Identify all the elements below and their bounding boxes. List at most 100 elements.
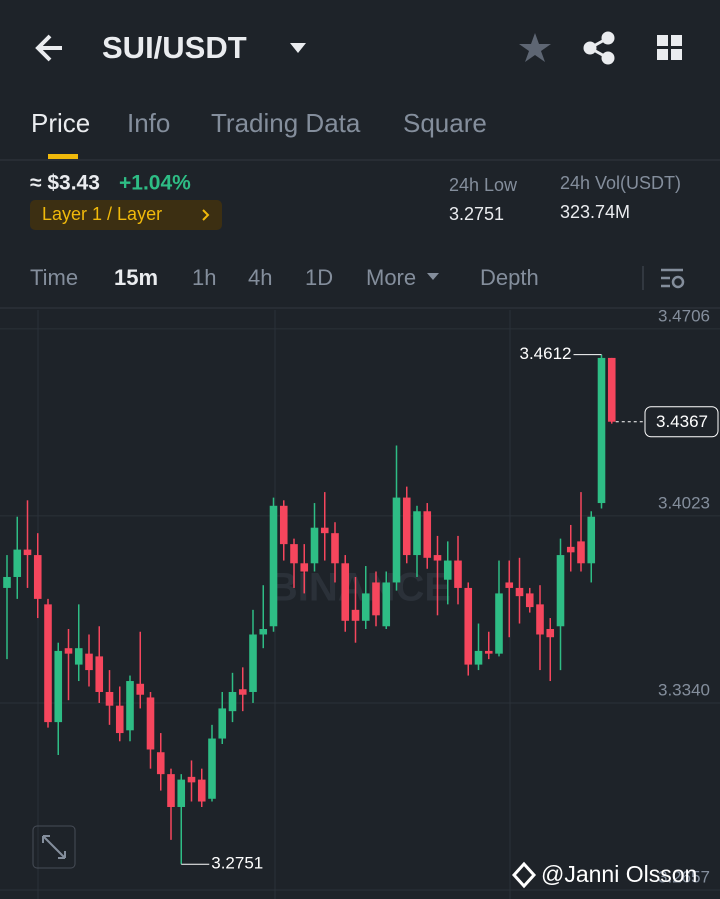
interval[interactable]: Time [30,265,78,290]
tag-arrow [202,209,210,221]
candle-body [351,609,360,621]
candle-body [126,681,134,731]
interval[interactable]: 15m [114,265,158,290]
high-label: 3.4612 [520,344,572,363]
candle-body [259,629,268,635]
candle-body [95,656,104,692]
tag-bg[interactable] [30,200,222,230]
candle-body [279,505,288,545]
dropdown-icon[interactable] [290,43,306,53]
candle-body [44,604,52,723]
tab-indicator [48,154,78,159]
candle-body [218,708,227,739]
tag[interactable]: Layer 1 / Layer [42,204,162,224]
candle-body [433,555,442,561]
tab[interactable]: Square [403,108,487,138]
candle-body [464,587,473,665]
tab[interactable]: Price [31,108,90,138]
star-icon[interactable] [519,33,551,62]
expand-button[interactable] [32,825,76,869]
candle-body [454,560,462,588]
candle-body [228,691,237,712]
candle-body [546,629,555,638]
back-icon[interactable] [35,34,62,62]
interval[interactable]: 1D [305,265,333,290]
candle-body [208,738,216,799]
candle-body [587,516,596,564]
last-price-box [644,406,719,438]
candle-body [310,527,319,564]
candle-body [515,587,524,597]
credit-icon [511,861,537,889]
candle-body [577,541,585,564]
candle-body [361,593,370,621]
candle-body [290,544,298,564]
candle-body [249,634,257,692]
candle-body [269,505,278,627]
stat-label: 24h Low [449,175,518,195]
candle-body [607,357,616,422]
candle-body [197,779,206,802]
settings-icon[interactable] [661,268,685,289]
candle-body [484,650,493,654]
watermark: BINANCE [269,566,451,610]
candle-body [167,774,175,807]
candle-body [392,497,401,583]
candle-body [536,604,544,635]
candle-body [320,527,329,534]
candle-body [597,357,606,504]
candle-body [156,752,165,775]
candle-body [146,697,155,750]
candle-body [413,511,421,556]
candle-body [3,576,11,588]
last-price-label: 3.4367 [656,412,708,431]
candle-body [64,648,73,654]
stat-label: 24h Vol(USDT) [560,173,681,193]
stat-value: 3.2751 [449,204,504,224]
expand-icon [42,835,66,859]
candle-body [505,582,514,588]
share-icon[interactable] [583,31,615,65]
candle-body [495,593,503,654]
candle-body [85,653,93,671]
candle-body [341,563,350,621]
candle-body [54,650,63,723]
y-tick-label: 3.2657 [658,867,710,886]
candle-body [423,511,432,558]
interval[interactable]: 4h [248,265,272,290]
change: +1.04% [119,172,191,195]
low-label: 3.2751 [211,854,263,873]
candle-body [13,549,22,577]
price: ≈ $3.43 [30,172,100,195]
interval[interactable]: More [366,265,416,290]
candle-body [331,533,339,564]
candle-body [382,582,391,627]
more-icon[interactable] [427,273,439,280]
pair-title[interactable]: SUI/USDT [102,30,247,65]
candle-body [525,593,534,608]
tab[interactable]: Trading Data [211,108,361,138]
candle-body [443,560,452,580]
y-tick-label: 3.3340 [658,680,710,699]
candle-body [300,563,309,572]
interval[interactable]: 1h [192,265,216,290]
credit: @Janni Olsson [541,861,697,887]
y-tick-label: 3.4023 [658,493,710,512]
plot: 3.4706 3.4023 3.3340 3.2657 3.4612 3.2751 3.43… [0,306,720,891]
candle-body [136,683,145,695]
candle-body [238,689,247,695]
tab[interactable]: Info [127,108,170,138]
grid-icon[interactable] [657,35,682,60]
candle-body [402,497,411,556]
candle-body [105,691,114,706]
y-tick-label: 3.4706 [658,306,710,325]
interval[interactable]: Depth [480,265,539,290]
candle-body [177,779,186,807]
candle-body [23,549,32,556]
candle-body [74,648,83,665]
candle-body [566,546,575,553]
stat-value: 323.74M [560,202,630,222]
candle-body [556,555,565,627]
candle-body [115,705,124,734]
